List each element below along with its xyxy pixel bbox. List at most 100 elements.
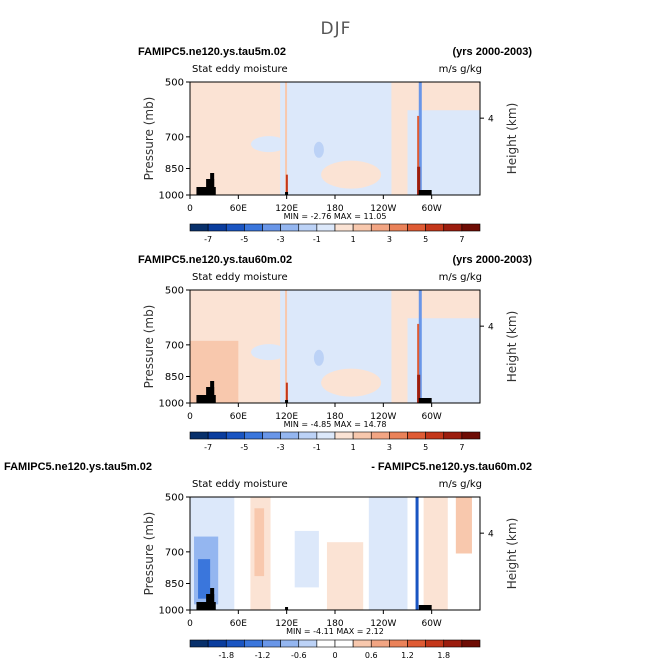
ytick-label: 500 [165, 493, 184, 504]
colorbar-label: -7 [204, 443, 212, 452]
colorbar-swatch [461, 431, 481, 440]
panel-bottom: FAMIPC5.ne120.ys.tau5m.02 - FAMIPC5.ne120… [4, 461, 532, 660]
colorbar-swatch [207, 639, 227, 648]
warm-patch [321, 368, 382, 397]
colorbar: -1.8 -1.2 -0.6 0 0.6 1.2 1.8 [189, 639, 481, 660]
colorbar-swatch [262, 639, 281, 648]
xtick-label: 120W [370, 412, 396, 422]
xtick-label: 120E [275, 619, 298, 629]
colorbar: -7 -5 -3 -1 1 3 5 7 [189, 431, 481, 452]
colorbar-label: 7 [459, 235, 464, 244]
colorbar-swatch [407, 431, 426, 440]
colorbar-label: -5 [240, 235, 248, 244]
warm-band-3 [423, 497, 448, 610]
cool-patch-mid [294, 530, 319, 588]
colorbar-swatch [298, 223, 318, 232]
panel-title-left: FAMIPC5.ne120.ys.tau5m.02 [138, 46, 286, 58]
panel-subtitle-right: m/s g/kg [439, 64, 482, 75]
colorbar-swatch [262, 223, 281, 232]
ytick-label: 850 [165, 579, 184, 590]
colorbar-swatch [407, 639, 426, 648]
colorbar-swatch [316, 223, 336, 232]
colorbar-swatch [207, 223, 227, 232]
cool-core-deep [198, 559, 211, 599]
panel-title-left: FAMIPC5.ne120.ys.tau60m.02 [138, 254, 292, 266]
colorbar-swatch [280, 639, 300, 648]
colorbar-swatch [207, 431, 227, 440]
topography-andes [418, 398, 432, 403]
xtick-label: 120E [275, 412, 298, 422]
topography [196, 588, 432, 610]
colorbar-swatch [370, 639, 390, 648]
colorbar-swatch [334, 639, 354, 648]
minmax-label: MIN = -4.11 MAX = 2.12 [286, 627, 384, 636]
warm-band-1-core [254, 508, 265, 577]
panel-title-right: (yrs 2000-2003) [452, 46, 532, 58]
panel-subtitle-left: Stat eddy moisture [192, 272, 288, 283]
right-axis-label: Height (km) [505, 311, 519, 382]
andes-peak [417, 166, 421, 195]
colorbar: -7 -5 -3 -1 1 3 5 7 [189, 223, 481, 244]
right-tick-label: 4 [488, 530, 494, 540]
cool-patch-west [250, 344, 287, 361]
colorbar-swatch [443, 639, 463, 648]
xtick-label: 0 [187, 412, 193, 422]
topography-islands [285, 192, 289, 195]
colorbar-label: 1 [351, 443, 356, 452]
xtick-label: 60W [421, 619, 441, 629]
xtick-label: 60E [230, 619, 247, 629]
y-axis-label: Pressure (mb) [142, 512, 156, 596]
xtick-label: 0 [187, 204, 193, 214]
panel-top: FAMIPC5.ne120.ys.tau5m.02 (yrs 2000-2003)… [138, 46, 532, 244]
xtick-label: 0 [187, 619, 193, 629]
ytick-label: 1000 [159, 191, 184, 202]
topography-africa-peak [210, 173, 215, 195]
colorbar-swatch [189, 431, 209, 440]
colorbar-swatch [389, 431, 408, 440]
colorbar-label: -1 [313, 443, 321, 452]
heatmap-field [190, 290, 480, 403]
minmax-label: MIN = -4.85 MAX = 14.78 [284, 420, 387, 429]
andes-peak [417, 374, 421, 403]
colorbar-swatch [461, 223, 481, 232]
panel-subtitle-left: Stat eddy moisture [192, 479, 288, 490]
topography-islands [285, 400, 289, 403]
colorbar-label: 5 [423, 235, 428, 244]
cool-spot [313, 141, 324, 158]
colorbar-swatch [461, 639, 481, 648]
figure-title: DJF [321, 19, 352, 39]
xtick-label: 60E [230, 204, 247, 214]
xtick-label: 180 [326, 619, 343, 629]
colorbar-swatch [425, 223, 445, 232]
panel-middle: FAMIPC5.ne120.ys.tau60m.02 (yrs 2000-2003… [138, 254, 532, 452]
xtick-label: 60W [421, 412, 441, 422]
panel-title-left: FAMIPC5.ne120.ys.tau5m.02 [4, 461, 152, 473]
colorbar-swatch [352, 639, 372, 648]
colorbar-swatch [425, 431, 445, 440]
panel-title-right: (yrs 2000-2003) [452, 254, 532, 266]
minmax-label: MIN = -2.76 MAX = 11.05 [284, 212, 387, 221]
warm-streak-120e [285, 290, 288, 403]
colorbar-label: -3 [277, 443, 285, 452]
andes-cool-streak [415, 497, 419, 610]
colorbar-label: 0 [332, 651, 337, 660]
ytick-label: 700 [165, 132, 184, 143]
warm-band-4 [455, 497, 472, 554]
right-tick-label: 4 [488, 115, 494, 125]
panel-subtitle-right: m/s g/kg [439, 479, 482, 490]
colorbar-label: -1.8 [218, 651, 234, 660]
right-axis-label: Height (km) [505, 103, 519, 174]
andes-cool-streak [418, 290, 422, 403]
colorbar-swatch [334, 223, 354, 232]
warm-band-2 [326, 542, 364, 610]
colorbar-swatch [244, 431, 263, 440]
colorbar-swatch [370, 431, 390, 440]
colorbar-label: -0.6 [291, 651, 307, 660]
cool-spot [313, 349, 324, 366]
heatmap-field [190, 82, 480, 195]
xtick-label: 60E [230, 412, 247, 422]
colorbar-label: 1.8 [437, 651, 450, 660]
colorbar-swatch [316, 639, 336, 648]
colorbar-label: 1.2 [401, 651, 414, 660]
warm-streak-base [285, 382, 288, 403]
